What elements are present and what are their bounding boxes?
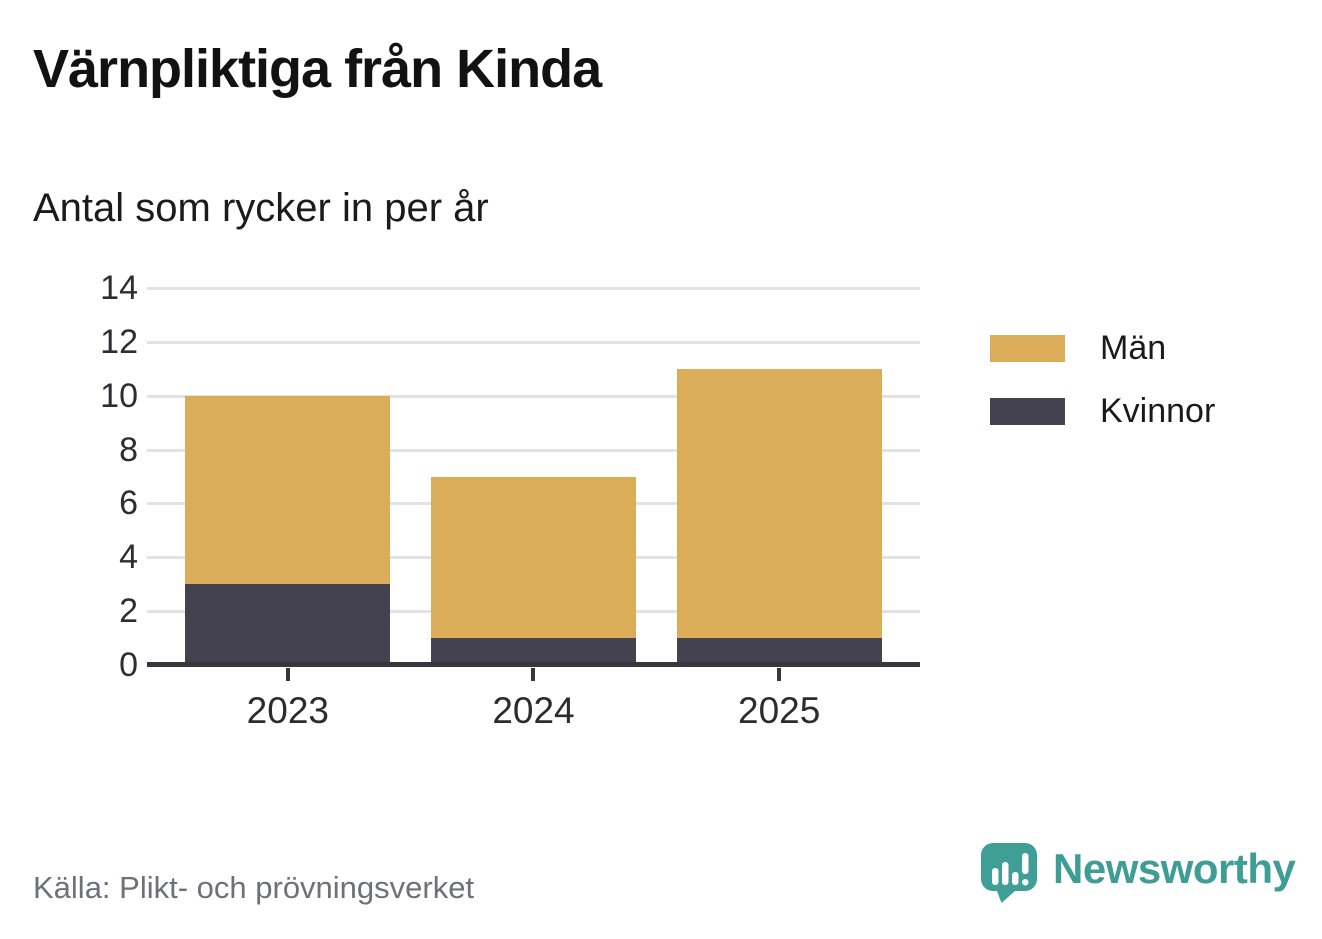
newsworthy-logo-icon [981,843,1037,903]
y-axis-label-2: 2 [119,592,138,631]
x-axis-tick-2024 [531,668,536,681]
legend-item-men: Män [990,331,1215,365]
y-axis-label-8: 8 [119,430,138,469]
x-axis-label-2025: 2025 [738,690,821,731]
chart-subtitle: Antal som rycker in per år [33,186,489,230]
bar-bands: 2023 2024 2025 [165,288,902,731]
newsworthy-logo-text: Newsworthy [1053,845,1296,892]
x-axis-tick-2023 [285,668,290,681]
legend-swatch-women [990,397,1065,425]
x-axis-line [147,662,920,667]
bar-segment-2024-män [431,476,636,639]
bar-2024 [431,288,636,665]
chart-title: Värnpliktiga från Kinda [33,39,602,99]
legend: Män Kvinnor [990,331,1215,428]
bar-segment-2023-kvinnor [185,584,391,665]
newsworthy-logo: Newsworthy [981,843,1296,903]
y-axis-label-12: 12 [100,322,138,361]
bar-2025 [676,288,882,665]
legend-label-women: Kvinnor [1100,392,1216,430]
bar-segment-2025-kvinnor [676,638,882,665]
source-note: Källa: Plikt- och prövningsverket [33,870,475,905]
plot-area: 0 2 4 6 8 10 12 14 2023 2024 2025 [100,270,920,731]
band-2025: 2025 [656,288,902,731]
y-axis-label-0: 0 [119,646,138,684]
x-axis-tick-2025 [777,668,782,681]
band-2024: 2024 [411,288,657,731]
legend-item-women: Kvinnor [990,394,1215,428]
y-axis-label-6: 6 [119,484,138,523]
gridline-8 [147,448,920,452]
legend-label-men: Män [1100,329,1167,367]
y-axis-label-4: 4 [119,538,138,577]
gridline-14 [147,287,920,290]
legend-swatch-men [990,334,1065,362]
gridline-10 [147,394,920,398]
y-axis-label-14: 14 [100,269,138,307]
y-axis-label-10: 10 [100,376,138,415]
bar-2023 [185,288,391,665]
x-axis-label-2024: 2024 [492,690,575,731]
band-2023: 2023 [165,288,411,731]
x-axis-label-2023: 2023 [246,690,329,731]
bar-segment-2025-män [676,368,882,639]
gridline-12 [147,340,920,344]
bar-segment-2023-män [185,395,391,585]
bar-segment-2024-kvinnor [431,638,636,665]
